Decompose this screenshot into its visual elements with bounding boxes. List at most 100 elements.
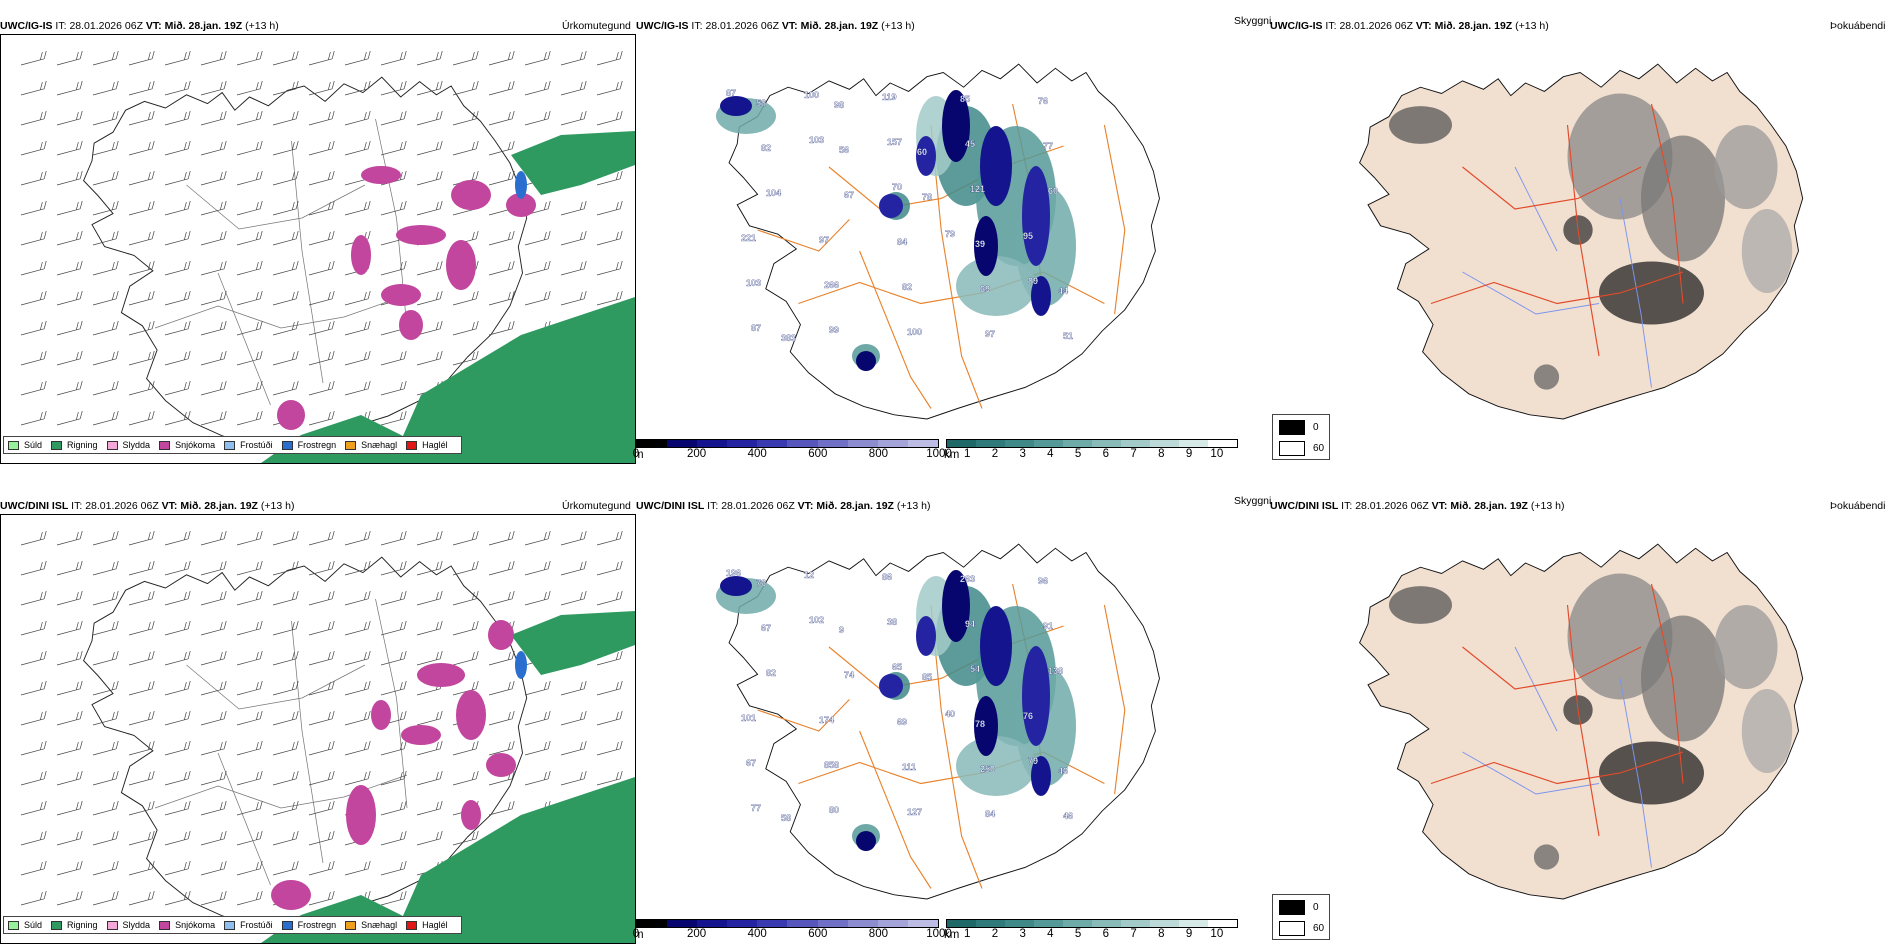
wind-barb-flag	[115, 560, 119, 569]
wind-barb-flag	[331, 290, 335, 299]
wind-barb	[128, 320, 155, 336]
cloudbase-value-label: 85	[960, 94, 970, 104]
snow-area	[446, 240, 476, 290]
wind-barb-flag	[547, 110, 551, 119]
colorbar-tick-label: 8	[1158, 448, 1165, 460]
wind-barb-flag	[507, 231, 511, 240]
precip-legend: Súld Rigning Slydda Snjókoma Frostúði Frostre…	[3, 916, 462, 934]
wind-barb-flag	[403, 380, 407, 389]
cloudbase-value-label: 100	[907, 327, 922, 337]
fog-legend-swatch	[1279, 420, 1305, 435]
wind-barb-flag	[511, 680, 515, 689]
wind-barb-flag	[151, 290, 155, 299]
wind-barb-flag	[399, 771, 403, 780]
wind-barb-flag	[399, 681, 403, 690]
wind-barb-flag	[147, 711, 151, 720]
cloudbase-value-label: 89	[1028, 276, 1038, 286]
wind-barb	[128, 170, 155, 186]
wind-barb	[308, 50, 335, 66]
river-line	[1619, 678, 1652, 868]
cloudbase-area	[879, 194, 903, 218]
wind-barb	[200, 260, 227, 276]
wind-barb-flag	[111, 351, 115, 360]
wind-barb-flag	[399, 531, 403, 540]
wind-barb-flag	[583, 200, 587, 209]
colorbar-segment	[817, 920, 848, 927]
wind-barb	[272, 290, 299, 306]
colorbar-tick-label: 1000	[926, 448, 952, 460]
wind-barb-flag	[151, 200, 155, 209]
wind-barb	[56, 770, 83, 786]
cloudbase-value-label: 91	[1043, 621, 1053, 631]
wind-barb-flag	[187, 710, 191, 719]
model-name: UWC/DINI ISL	[1270, 500, 1339, 512]
wind-barb-flag	[111, 111, 115, 120]
wind-barb-flag	[327, 531, 331, 540]
wind-barb	[272, 560, 299, 576]
wind-barb-flag	[147, 381, 151, 390]
snow-area	[456, 690, 486, 740]
wind-barb-flag	[363, 351, 367, 360]
wind-barb-flag	[219, 231, 223, 240]
wind-barb-flag	[367, 680, 371, 689]
wind-barb	[20, 680, 47, 696]
colorbar-segment	[1121, 440, 1150, 447]
wind-barb	[272, 230, 299, 246]
wind-barb	[20, 320, 47, 336]
cloudbase-area	[879, 674, 903, 698]
cloudbase-value-label: 77	[1043, 141, 1053, 151]
wind-barb-flag	[39, 741, 43, 750]
wind-barb-flag	[547, 710, 551, 719]
wind-barb	[380, 410, 407, 426]
wind-barb-flag	[151, 80, 155, 89]
cloudbase-panel-row2: UWC/DINI ISL IT: 28.01.2026 06Z VT: Mið.…	[633, 494, 1330, 944]
wind-barb	[164, 200, 191, 216]
wind-barb	[380, 680, 407, 696]
wind-barb	[308, 680, 335, 696]
wind-barb-flag	[259, 410, 263, 419]
wind-barb-flag	[151, 50, 155, 59]
wind-barb-flag	[151, 680, 155, 689]
wind-barb-flag	[43, 800, 47, 809]
wind-barb-flag	[43, 770, 47, 779]
wind-barb-flag	[331, 740, 335, 749]
colorbar-segment	[1179, 920, 1208, 927]
wind-barb-flag	[579, 231, 583, 240]
cloudbase-value-label: 82	[761, 143, 771, 153]
snow-area	[417, 663, 465, 687]
wind-barb-flag	[187, 110, 191, 119]
wind-barb-flag	[583, 530, 587, 539]
wind-barb-flag	[43, 200, 47, 209]
wind-barb-flag	[183, 321, 187, 330]
wind-barb-flag	[43, 320, 47, 329]
cloudbase-value-label: 87	[751, 323, 761, 333]
wind-barb-flag	[367, 350, 371, 359]
wind-barb-flag	[255, 411, 259, 420]
colorbar-unit: m	[634, 929, 644, 941]
wind-barb-shaft	[236, 208, 261, 216]
road-line	[930, 124, 983, 409]
wind-barb-flag	[219, 861, 223, 870]
wind-barb-flag	[439, 650, 443, 659]
wind-barb	[380, 650, 407, 666]
wind-barb	[596, 290, 623, 306]
wind-barb	[452, 590, 479, 606]
wind-barb-flag	[331, 890, 335, 899]
wind-barb-flag	[579, 741, 583, 750]
wind-barb-shaft	[164, 178, 189, 186]
wind-barb	[56, 170, 83, 186]
wind-barb-flag	[291, 171, 295, 180]
cloudbase-value-label: 65	[892, 662, 902, 672]
wind-barb-flag	[403, 830, 407, 839]
cloudbase-colorbar: 0 200 400 600 800 1000 m	[633, 919, 952, 942]
wind-barb-flag	[403, 620, 407, 629]
wind-barb-flag	[547, 590, 551, 599]
wind-barb	[344, 50, 371, 66]
wind-barb	[416, 530, 443, 546]
cloud-title-row2: Skyggni	[1234, 495, 1272, 507]
wind-barb	[128, 860, 155, 876]
wind-barb-flag	[439, 200, 443, 209]
wind-barb-flag	[511, 140, 515, 149]
wind-barb	[344, 680, 371, 696]
wind-barb	[524, 740, 551, 756]
